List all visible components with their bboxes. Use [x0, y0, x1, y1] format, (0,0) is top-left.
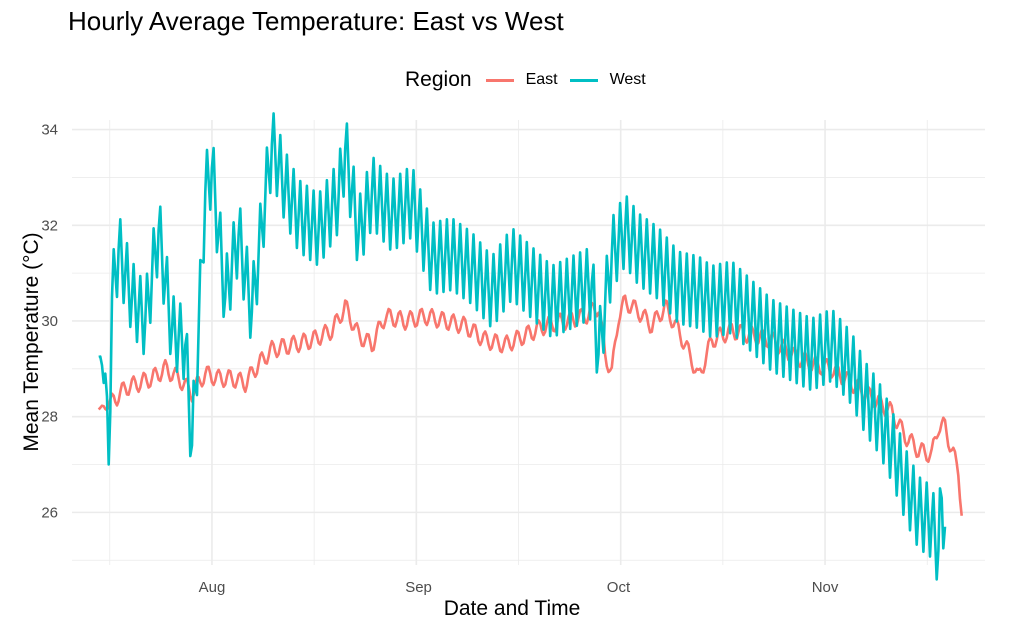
legend-key-east [485, 78, 514, 82]
x-tick-label: Sep [405, 579, 432, 596]
y-tick-label: 26 [41, 504, 58, 521]
legend-label-west: West [609, 71, 646, 88]
y-tick-label: 30 [41, 313, 58, 330]
legend-key-west [569, 78, 598, 82]
x-tick-label: Aug [199, 579, 226, 596]
legend-label-east: East [525, 71, 558, 88]
legend-title: Region [405, 68, 472, 91]
y-tick-label: 32 [41, 217, 58, 234]
tick-labels: 26 28 30 32 34 Aug Sep Oct Nov [41, 122, 839, 596]
y-tick-label: 34 [41, 122, 58, 139]
legend-item-west: West [569, 71, 646, 89]
gridlines [72, 120, 985, 565]
chart-title: Hourly Average Temperature: East vs West [68, 6, 564, 36]
legend: Region East West [405, 66, 658, 94]
series-line-west [98, 112, 947, 581]
legend-item-east: East [485, 71, 558, 89]
series-lines [97, 112, 963, 581]
x-axis-label: Date and Time [443, 597, 581, 620]
x-tick-label: Nov [812, 579, 839, 596]
y-tick-label: 28 [41, 409, 58, 426]
x-tick-label: Oct [607, 579, 631, 596]
